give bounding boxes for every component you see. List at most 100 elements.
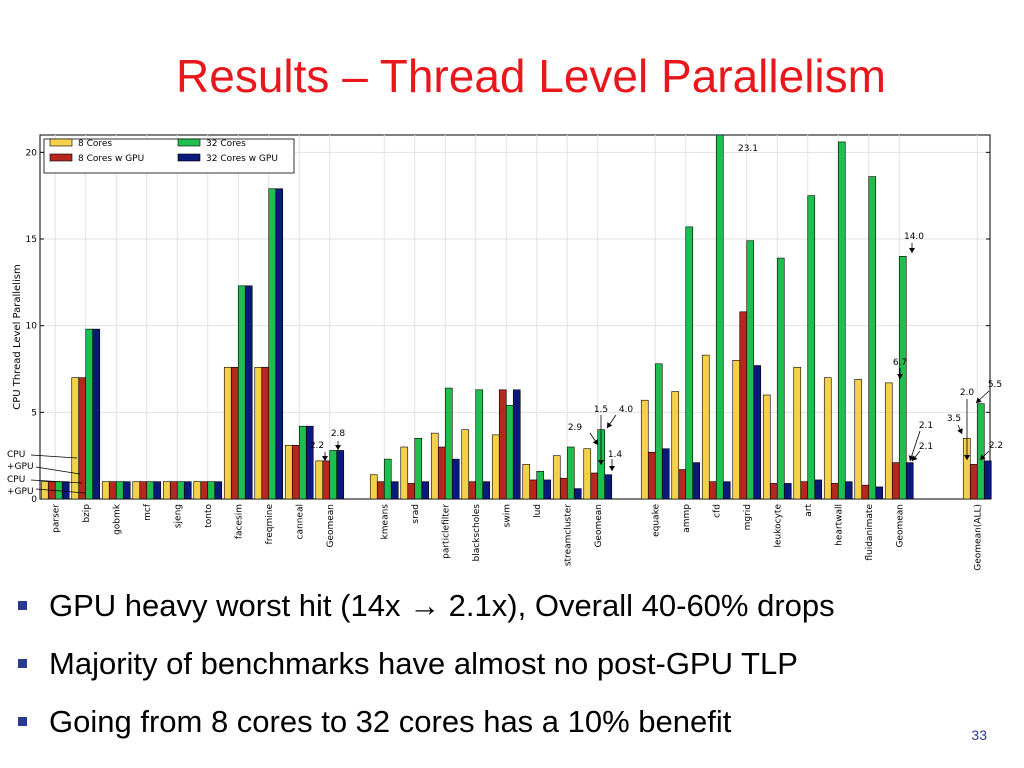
bar-8-cores [491,434,500,500]
bar-32-cores [566,446,575,500]
bar-32-cores [85,328,94,500]
bar-32-cores [746,240,755,500]
bar-8-cores [254,366,263,500]
bar-32-cores [715,134,724,500]
bar-8-cores-w-gpu [437,446,446,500]
bar-32-cores-w-gpu [336,450,345,500]
bar-32-cores [237,285,246,500]
x-category-label: ammp [682,504,692,533]
x-category-label: Geomean [594,504,604,548]
bar-32-cores [807,195,816,500]
bar-8-cores-w-gpu [590,472,599,500]
slide-title: Results – Thread Level Parallelism [176,50,886,102]
annotation-label: 2.1 [919,421,933,431]
bar-32-cores [654,363,663,500]
legend-swatch [49,138,73,147]
bar-32-cores [207,481,216,500]
y-tick-label: 10 [26,322,38,332]
bar-32-cores-w-gpu [92,328,101,500]
bar-32-cores-w-gpu [153,481,162,500]
bar-32-cores-w-gpu [692,462,701,500]
annotation-arrowhead [598,460,604,465]
annotation-label: 6.7 [893,358,907,368]
legend-swatch [177,153,201,162]
bullet-item: GPU heavy worst hit (14x → 2.1x), Overal… [18,586,1008,644]
annotation-arrowhead [980,454,986,460]
legend-label: 8 Cores w GPU [78,154,144,164]
bar-8-cores-w-gpu [498,389,507,500]
annotation-label: 3.5 [947,414,961,424]
annotation-label: 1.4 [608,450,623,460]
bar-8-cores [162,481,171,500]
annotation-label: 23.1 [738,144,758,154]
bullet-marker-icon [18,717,27,726]
bar-8-cores [40,481,49,500]
x-category-label: blackscholes [472,504,482,562]
annotation-label: 2.0 [960,388,975,398]
callout-label: +GPU [7,487,34,497]
bar-8-cores [552,455,561,500]
bar-32-cores-w-gpu [783,483,792,500]
x-category-label: fluidanimate [865,504,875,561]
legend-box [43,138,295,174]
bar-32-cores-w-gpu [604,474,613,500]
legend-swatch [177,138,201,147]
bar-32-cores-w-gpu [122,481,131,500]
bar-8-cores [71,377,80,500]
bar-32-cores-w-gpu [753,365,762,500]
bar-32-cores-w-gpu [543,479,552,500]
x-category-label: srad [411,504,421,524]
bar-8-cores [430,432,439,500]
bar-8-cores-w-gpu [559,477,568,500]
annotation-label: 14.0 [904,232,924,242]
callout-arrow [30,479,83,484]
bar-8-cores-w-gpu [891,462,900,500]
bar-8-cores-w-gpu [769,483,778,500]
annotation-arrowhead [897,374,903,379]
bar-32-cores-w-gpu [305,425,314,500]
bar-32-cores [268,188,277,500]
bar-8-cores-w-gpu [647,451,656,500]
x-category-label: tonto [204,504,214,528]
bar-32-cores [414,438,423,500]
y-axis-label: CPU Thread Level Parallelism [12,264,23,409]
legend: 8 Cores 8 Cores w GPU 32 Cores 32 Cores w G… [43,138,295,174]
bullet-marker-icon [18,659,27,668]
legend-label: 8 Cores [78,139,112,149]
bar-8-cores [315,460,324,500]
bar-8-cores-w-gpu [169,481,178,500]
bullet-text: GPU heavy worst hit (14x → 2.1x), Overal… [49,588,835,623]
bullet-text: Majority of benchmarks have almost no po… [49,646,798,681]
bar-32-cores-w-gpu [390,481,399,500]
annotation-label: 4.0 [619,405,634,415]
x-category-label: sjeng [173,504,183,528]
bar-8-cores [583,448,592,500]
x-category-label: canneal [295,504,305,539]
bar-8-cores [671,391,680,500]
annotation-arrowhead [592,439,598,445]
bar-8-cores [461,429,470,500]
bar-32-cores-w-gpu [451,458,460,500]
bar-8-cores-w-gpu [739,311,748,500]
bar-8-cores-w-gpu [230,366,239,500]
bar-8-cores [884,382,893,500]
x-category-label: kmeans [380,504,390,540]
bar-32-cores-w-gpu [214,481,223,500]
bar-32-cores-w-gpu [814,479,823,500]
bar-32-cores-w-gpu [275,188,284,500]
annotation-arrowhead [609,466,615,471]
bar-32-cores [444,387,453,500]
callout-arrow [35,488,86,494]
bar-8-cores [193,481,202,500]
bar-32-cores [505,405,514,500]
annotation-label: 1.5 [594,405,608,415]
x-category-label: equake [651,504,661,537]
tlp-bar-chart: 0 5 10 15 20 CPU Thread Level Parallelism pars… [7,134,1003,571]
x-category-label: mgrid [743,504,753,530]
bar-32-cores [837,141,846,500]
bar-8-cores [223,366,232,500]
bar-32-cores [383,458,392,500]
callout-label: CPU [7,450,25,460]
x-category-label: Geomean(ALL) [973,504,983,571]
bar-32-cores [536,470,545,500]
